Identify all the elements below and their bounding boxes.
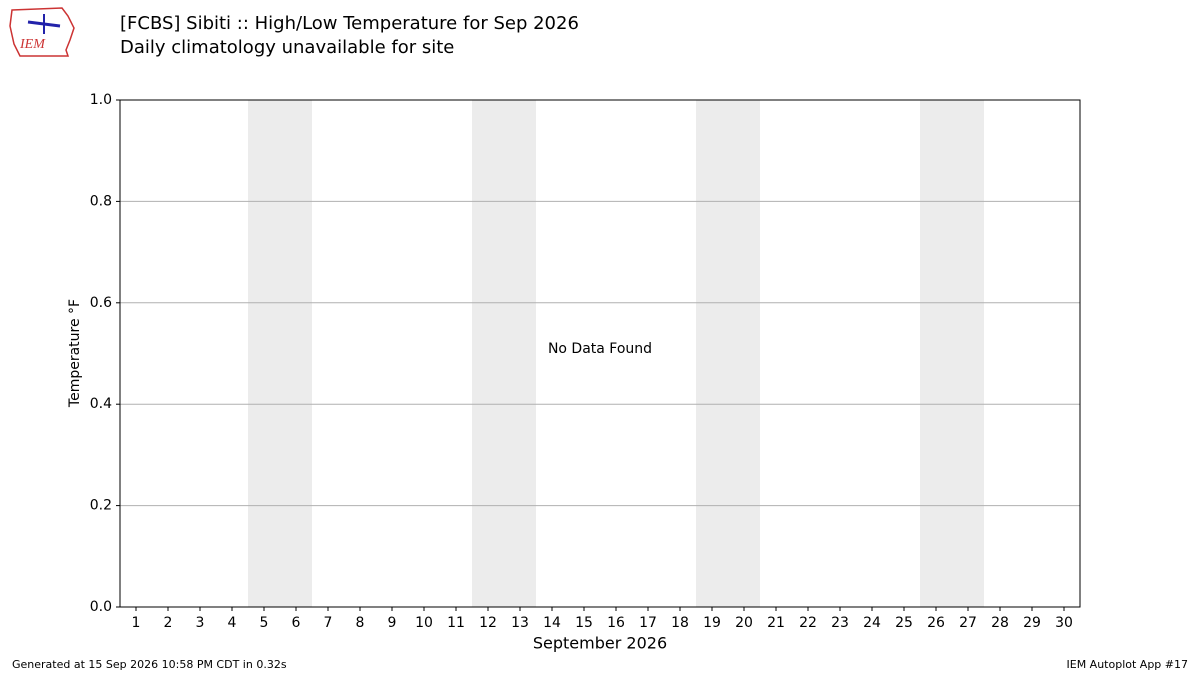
x-tick-label: 8 [356,615,365,631]
x-tick-label: 24 [863,615,881,631]
x-tick-label: 7 [324,615,333,631]
x-tick-label: 30 [1055,615,1073,631]
x-tick-label: 12 [479,615,497,631]
weekend-shade [920,100,984,607]
x-tick-label: 17 [639,615,657,631]
x-tick-label: 16 [607,615,625,631]
footer-right: IEM Autoplot App #17 [1067,658,1189,671]
x-tick-label: 3 [196,615,205,631]
chart-subtitle: Daily climatology unavailable for site [120,37,454,58]
x-tick-label: 15 [575,615,593,631]
x-tick-label: 11 [447,615,465,631]
logo: IEM [9,7,75,57]
x-tick-label: 5 [260,615,269,631]
x-tick-label: 23 [831,615,849,631]
x-tick-label: 13 [511,615,529,631]
x-tick-label: 10 [415,615,433,631]
logo-text: IEM [19,37,46,52]
weekend-shade [696,100,760,607]
annotation: No Data Found [548,341,652,357]
chart-title: [FCBS] Sibiti :: High/Low Temperature fo… [120,13,579,34]
x-tick-label: 29 [1023,615,1041,631]
x-tick-label: 18 [671,615,689,631]
footer-left: Generated at 15 Sep 2026 10:58 PM CDT in… [12,658,287,671]
x-tick-label: 28 [991,615,1009,631]
x-tick-label: 4 [228,615,237,631]
y-tick-label: 0.0 [90,599,112,615]
y-tick-label: 0.8 [90,193,112,209]
x-tick-label: 20 [735,615,753,631]
plot-frame [119,99,1081,608]
x-tick-label: 9 [388,615,397,631]
x-tick-label: 27 [959,615,977,631]
plot-area: 0.00.20.40.60.81.01 2 3 4 5 6 7 8 9 10 11 12 13 14 15 1… [90,92,1081,631]
x-tick-label: 25 [895,615,913,631]
x-tick-label: 6 [292,615,301,631]
weekend-shade [472,100,536,607]
x-tick-label: 14 [543,615,561,631]
y-tick-label: 0.6 [90,295,112,311]
x-tick-label: 22 [799,615,817,631]
x-tick-label: 21 [767,615,785,631]
logo-outline [9,7,75,57]
weekend-shade [248,100,312,607]
x-tick-label: 19 [703,615,721,631]
y-axis-label: Temperature °F [67,299,83,408]
y-tick-label: 0.2 [90,498,112,514]
x-tick-label: 26 [927,615,945,631]
y-tick-label: 0.4 [90,396,112,412]
x-tick-label: 2 [164,615,173,631]
y-tick-label: 1.0 [90,92,112,108]
x-tick-label: 1 [132,615,141,631]
x-axis-label: September 2026 [533,634,667,653]
